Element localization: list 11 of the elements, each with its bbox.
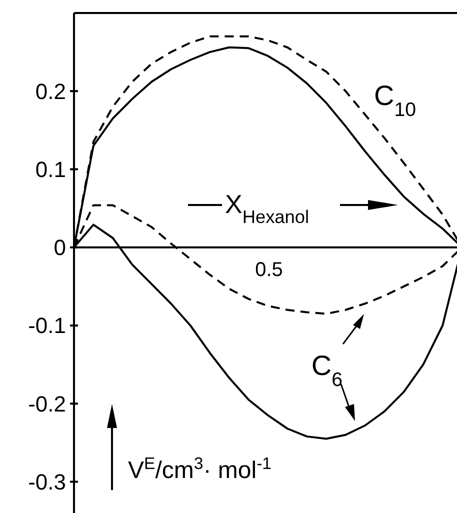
y-tick-label: 0 [54,235,66,260]
annotation: C$_{6}$ [311,350,343,391]
annotation: C$_{10}$ [374,80,416,121]
y-tick-label: -0.1 [28,313,66,338]
annotation: 0.5 [255,259,283,281]
y-tick-label: 0.2 [35,78,66,104]
y-tick-label: -0.3 [28,469,66,494]
x-axis-title: X$_{Hexanol}$ [225,189,310,227]
y-tick-label: -0.2 [28,391,66,416]
y-axis-title: V$^{E}$/cm$^{3}$· mol$^{-1}$ [128,454,272,484]
y-tick-label: 0.1 [35,156,66,182]
